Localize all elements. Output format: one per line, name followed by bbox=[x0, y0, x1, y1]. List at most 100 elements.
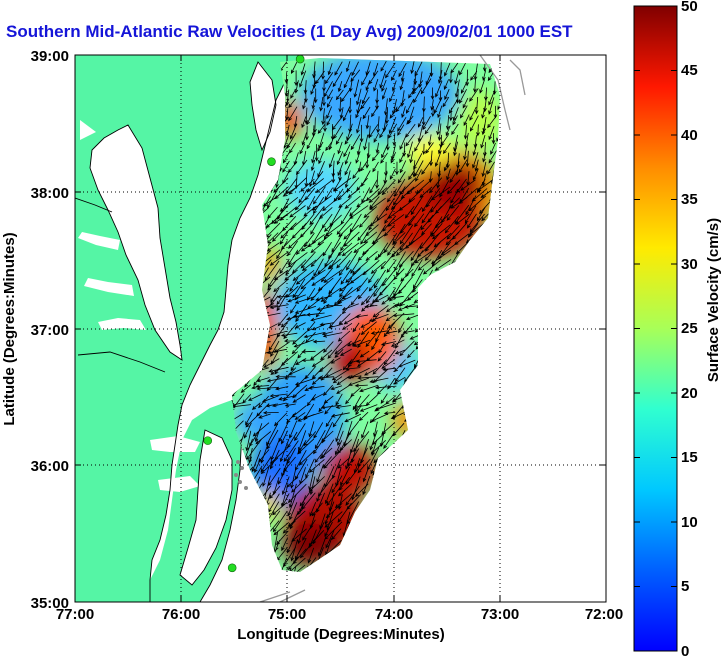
current-vector-arrow bbox=[393, 303, 405, 308]
current-vector-arrow bbox=[347, 448, 360, 467]
current-vector-arrow bbox=[401, 106, 406, 119]
current-vector-arrow bbox=[266, 348, 287, 355]
current-vector-arrow bbox=[407, 141, 413, 159]
current-vector-arrow bbox=[317, 375, 334, 380]
current-vector-arrow bbox=[281, 476, 290, 496]
current-vector-arrow bbox=[386, 259, 397, 273]
current-vector-arrow bbox=[337, 483, 353, 497]
current-vector-arrow bbox=[372, 359, 387, 375]
current-vector-arrow bbox=[258, 413, 271, 419]
current-vector-arrow bbox=[368, 215, 379, 231]
current-vector-arrow bbox=[421, 206, 434, 224]
current-vector-arrow bbox=[268, 332, 281, 352]
current-vector-arrow bbox=[261, 395, 279, 403]
current-vector-arrow bbox=[287, 232, 305, 249]
current-vector-arrow bbox=[431, 224, 451, 240]
current-vector-arrow bbox=[355, 359, 377, 364]
current-vector-arrow bbox=[291, 528, 307, 542]
current-vector-arrow bbox=[296, 241, 308, 256]
current-vector-arrow bbox=[380, 251, 396, 270]
current-vector-arrow bbox=[315, 305, 326, 318]
current-vector-arrow bbox=[444, 215, 459, 234]
current-vector-arrow bbox=[389, 90, 395, 103]
current-vector-arrow bbox=[390, 339, 405, 347]
current-vector-arrow bbox=[349, 205, 361, 217]
current-vector-arrow bbox=[273, 278, 290, 293]
current-vector-arrow bbox=[365, 330, 380, 348]
current-vector-arrow bbox=[330, 385, 343, 391]
current-vector-arrow bbox=[454, 79, 460, 98]
current-vector-arrow bbox=[247, 393, 263, 401]
current-vector-arrow bbox=[417, 259, 432, 271]
current-vector-arrow bbox=[320, 404, 342, 410]
current-vector-arrow bbox=[292, 331, 308, 345]
current-vector-arrow bbox=[355, 151, 361, 164]
current-vector-arrow bbox=[398, 359, 416, 368]
current-vector-arrow bbox=[363, 134, 369, 151]
current-vector-arrow bbox=[260, 456, 272, 473]
colorbar-tick-label: 50 bbox=[681, 0, 698, 15]
current-vector-arrow bbox=[292, 394, 306, 403]
current-vector-arrow bbox=[325, 530, 335, 549]
current-vector-arrow bbox=[322, 332, 343, 338]
current-vector-arrow bbox=[309, 170, 315, 188]
current-vector-arrow bbox=[350, 134, 361, 151]
current-vector-arrow bbox=[468, 222, 486, 236]
current-vector-arrow bbox=[331, 169, 336, 184]
current-vector-arrow bbox=[353, 404, 369, 409]
current-vector-arrow bbox=[299, 538, 316, 559]
current-vector-arrow bbox=[295, 269, 315, 285]
current-vector-arrow bbox=[345, 449, 352, 470]
current-vector-arrow bbox=[406, 115, 414, 125]
colorbar-tick-label: 25 bbox=[681, 320, 698, 337]
radar-station-marker bbox=[227, 563, 237, 573]
current-vector-arrow bbox=[368, 187, 388, 203]
current-vector-arrow bbox=[289, 123, 298, 140]
current-vector-arrow bbox=[326, 484, 343, 507]
current-vector-arrow bbox=[358, 411, 369, 422]
current-vector-arrow bbox=[361, 89, 369, 105]
current-vector-arrow bbox=[335, 132, 344, 145]
current-vector-arrow bbox=[311, 502, 323, 517]
current-vector-arrow bbox=[491, 133, 496, 145]
current-vector-arrow bbox=[285, 564, 306, 572]
current-vector-arrow bbox=[325, 141, 332, 152]
current-vector-arrow bbox=[469, 88, 479, 102]
current-vector-arrow bbox=[282, 160, 290, 173]
current-vector-arrow bbox=[354, 314, 368, 319]
current-vector-arrow bbox=[344, 366, 361, 371]
current-vector-arrow bbox=[374, 249, 387, 261]
y-axis-label: Latitude (Degrees:Minutes) bbox=[1, 232, 18, 425]
current-vector-arrow bbox=[245, 430, 252, 452]
current-vector-arrow bbox=[334, 440, 343, 456]
current-vector-arrow bbox=[341, 322, 353, 330]
current-vector-arrow bbox=[352, 339, 371, 347]
current-vector-arrow bbox=[413, 153, 423, 171]
current-vector-arrow bbox=[399, 79, 404, 91]
current-vector-arrow bbox=[427, 206, 442, 223]
current-vector-arrow bbox=[313, 422, 324, 439]
current-vector-arrow bbox=[449, 107, 453, 122]
current-vector-arrow bbox=[397, 116, 407, 132]
current-vector-arrow bbox=[365, 250, 378, 261]
current-vector-arrow bbox=[415, 169, 422, 182]
current-vector-arrow bbox=[414, 250, 433, 264]
current-vector-arrow bbox=[295, 304, 308, 323]
current-vector-arrow bbox=[288, 249, 299, 266]
current-vector-arrow bbox=[350, 260, 360, 274]
current-vector-arrow bbox=[417, 125, 424, 143]
current-vector-arrow bbox=[256, 386, 279, 391]
current-vector-arrow bbox=[450, 196, 468, 209]
current-vector-arrow bbox=[479, 79, 486, 94]
current-vector-arrow bbox=[391, 295, 404, 300]
current-vector-arrow bbox=[436, 117, 441, 136]
current-vector-arrow bbox=[369, 213, 388, 227]
current-vector-arrow bbox=[369, 197, 386, 211]
current-vector-arrow bbox=[399, 134, 407, 150]
current-vector-arrow bbox=[328, 134, 335, 151]
current-vector-arrow bbox=[374, 294, 389, 303]
current-vector-arrow bbox=[270, 351, 279, 365]
current-vector-arrow bbox=[340, 466, 351, 487]
current-vector-arrow bbox=[340, 207, 352, 225]
radar-stations bbox=[203, 54, 305, 573]
